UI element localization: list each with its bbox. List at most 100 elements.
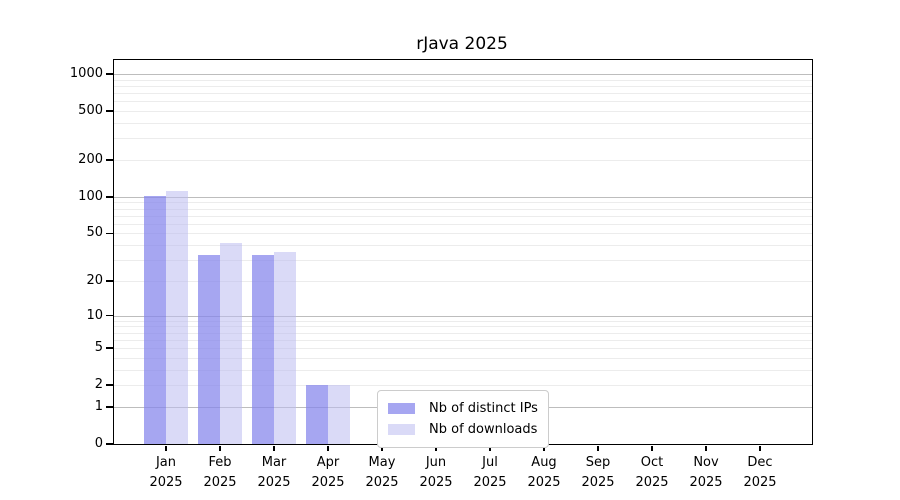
x-tick-mark	[327, 445, 329, 451]
bar-downloads	[220, 242, 242, 444]
chart-title: rJava 2025	[416, 34, 508, 54]
gridline-major	[114, 196, 812, 198]
legend: Nb of distinct IPs Nb of downloads	[377, 390, 549, 448]
x-tick-year: 2025	[473, 475, 507, 490]
x-tick-mark	[381, 445, 383, 451]
y-tick-mark	[106, 73, 113, 75]
gridline-minor	[114, 280, 812, 282]
x-tick-mark	[219, 445, 221, 451]
x-tick-label: Mar 2025	[242, 453, 306, 493]
x-tick-year: 2025	[635, 475, 669, 490]
legend-item-downloads: Nb of downloads	[388, 419, 538, 440]
gridline-minor	[114, 208, 812, 210]
gridline-minor	[114, 260, 812, 262]
x-tick-month: Feb	[208, 455, 232, 470]
gridline-minor	[114, 326, 812, 328]
x-tick-month: May	[368, 455, 396, 470]
x-tick-label: Oct 2025	[620, 453, 684, 493]
bar-downloads	[166, 190, 188, 444]
y-tick-label: 100	[78, 188, 103, 204]
x-tick-label: Apr 2025	[296, 453, 360, 493]
gridline-minor	[114, 101, 812, 103]
gridline-minor	[114, 138, 812, 140]
gridline-minor	[114, 85, 812, 87]
y-tick-mark	[106, 159, 113, 161]
legend-label-downloads: Nb of downloads	[429, 422, 538, 437]
x-tick-month: Nov	[693, 455, 719, 470]
x-tick-year: 2025	[689, 475, 723, 490]
bar-distinct-ips	[198, 255, 220, 444]
x-tick-month: Apr	[316, 455, 340, 470]
x-tick-year: 2025	[257, 475, 291, 490]
x-tick-year: 2025	[581, 475, 615, 490]
y-tick-label: 1	[94, 398, 103, 414]
y-tick-label: 500	[78, 103, 103, 119]
gridline-minor	[114, 215, 812, 217]
gridline-minor	[114, 369, 812, 371]
gridline-minor	[114, 123, 812, 125]
y-tick-label: 20	[86, 272, 103, 288]
bar-distinct-ips	[252, 255, 274, 444]
x-tick-mark	[543, 445, 545, 451]
bar-downloads	[328, 385, 350, 444]
y-tick-mark	[106, 280, 113, 282]
x-tick-year: 2025	[419, 475, 453, 490]
x-tick-month: Jul	[482, 455, 498, 470]
x-tick-year: 2025	[203, 475, 237, 490]
gridline-minor	[114, 233, 812, 235]
gridline-minor	[114, 348, 812, 350]
gridline-minor	[114, 160, 812, 162]
gridline-major	[114, 74, 812, 76]
x-tick-mark	[597, 445, 599, 451]
x-tick-year: 2025	[311, 475, 345, 490]
x-tick-label: Dec 2025	[728, 453, 792, 493]
y-tick-mark	[106, 384, 113, 386]
y-tick-label: 200	[78, 152, 103, 168]
x-tick-label: Jun 2025	[404, 453, 468, 493]
y-tick-label: 1000	[69, 66, 103, 82]
x-tick-month: Mar	[261, 455, 287, 470]
y-tick-mark	[106, 406, 113, 408]
x-tick-month: Jun	[425, 455, 447, 470]
plot-area: Nb of distinct IPs Nb of downloads 0 1 2 5 1…	[70, 59, 813, 490]
gridline-minor	[114, 223, 812, 225]
x-tick-mark	[651, 445, 653, 451]
x-tick-label: Jul 2025	[458, 453, 522, 493]
gridline-minor	[114, 357, 812, 359]
legend-swatch-distinct-ips	[388, 403, 415, 414]
gridline-minor	[114, 79, 812, 81]
x-tick-month: Jan	[155, 455, 177, 470]
x-tick-month: Sep	[585, 455, 611, 470]
x-tick-year: 2025	[365, 475, 399, 490]
y-tick-mark	[106, 314, 113, 317]
gridline-minor	[114, 93, 812, 95]
x-tick-month: Oct	[640, 455, 664, 470]
y-tick-label: 10	[86, 307, 103, 323]
x-tick-month: Aug	[531, 455, 557, 470]
bar-distinct-ips	[144, 195, 166, 444]
x-tick-mark	[273, 445, 275, 451]
y-tick-label: 50	[86, 225, 103, 241]
gridline-minor	[114, 320, 812, 322]
bar-distinct-ips	[306, 385, 328, 444]
x-tick-mark	[435, 445, 437, 451]
gridline-minor	[114, 385, 812, 387]
y-tick-mark	[106, 196, 113, 198]
gridline-minor	[114, 245, 812, 247]
y-tick-label: 2	[94, 377, 103, 393]
gridline-minor	[114, 339, 812, 341]
x-tick-mark	[165, 445, 167, 451]
x-tick-mark	[759, 445, 761, 451]
x-tick-label: Feb 2025	[188, 453, 252, 493]
x-tick-mark	[489, 445, 491, 451]
x-tick-label: Jan 2025	[134, 453, 198, 493]
gridline-major	[114, 315, 812, 317]
legend-swatch-downloads	[388, 424, 415, 435]
x-tick-label: Nov 2025	[674, 453, 738, 493]
x-tick-year: 2025	[743, 475, 777, 490]
x-tick-mark	[705, 445, 707, 451]
legend-label-distinct-ips: Nb of distinct IPs	[429, 401, 538, 416]
x-tick-year: 2025	[149, 475, 183, 490]
y-tick-mark	[106, 110, 113, 112]
